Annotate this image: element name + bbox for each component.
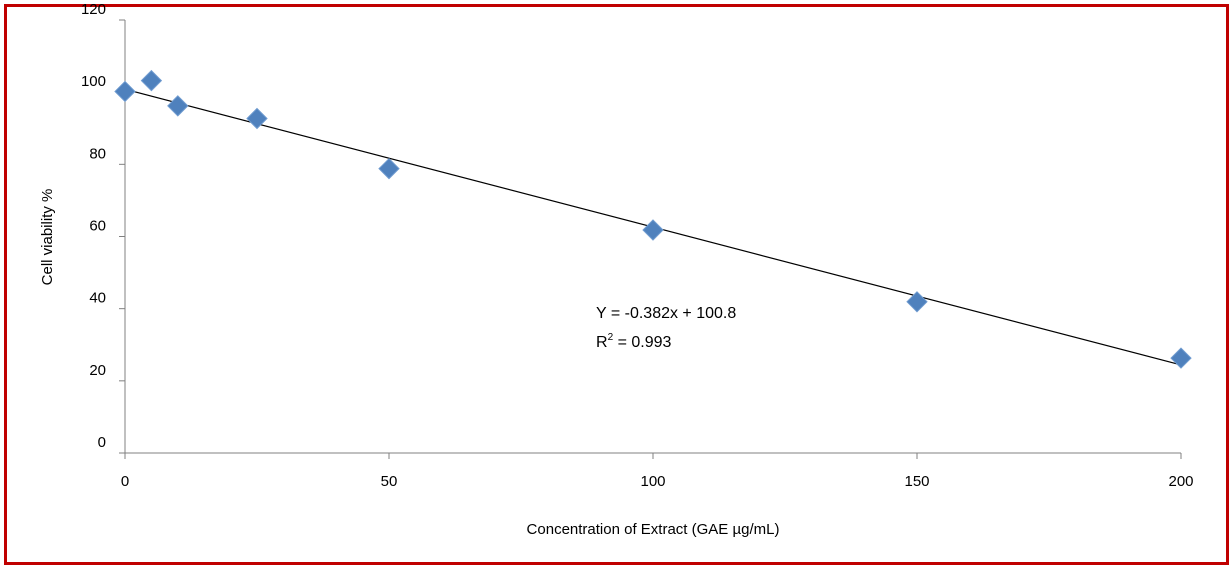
trendline-equation: Y = -0.382x + 100.8 [596, 305, 736, 322]
data-point [642, 219, 664, 241]
y-tick-label: 40 [89, 290, 106, 307]
data-points [114, 69, 1192, 369]
data-point [140, 69, 163, 92]
x-tick-label: 100 [640, 473, 665, 490]
x-tick-label: 0 [121, 473, 129, 490]
y-axis-title: Cell viability % [39, 189, 56, 286]
data-point [1170, 347, 1192, 369]
r-squared-prefix: R [596, 334, 608, 351]
y-tick-label: 80 [89, 145, 106, 162]
y-tick-label: 20 [89, 362, 106, 379]
r-squared-value: = 0.993 [613, 334, 671, 351]
data-point [114, 80, 136, 103]
r-squared-label: R2 = 0.993 [596, 332, 672, 351]
y-tick-label: 60 [89, 218, 106, 235]
data-point [906, 291, 928, 313]
data-point [378, 157, 400, 180]
data-point [246, 107, 268, 130]
chart-frame [4, 4, 1229, 565]
y-tick-label: 0 [98, 434, 106, 451]
r-squared-superscript: 2 [608, 332, 614, 343]
y-tick-label: 100 [81, 73, 106, 90]
x-tick-label: 200 [1168, 473, 1193, 490]
x-tick-label: 150 [904, 473, 929, 490]
data-point [167, 95, 189, 117]
tick-labels: 0 20 40 60 80 100 120 0 50 100 150 200 [81, 1, 1194, 490]
x-tick-label: 50 [381, 473, 398, 490]
axes [119, 19, 1182, 459]
y-tick-label: 120 [81, 1, 106, 18]
x-axis-title: Concentration of Extract (GAE µg/mL) [527, 521, 780, 538]
